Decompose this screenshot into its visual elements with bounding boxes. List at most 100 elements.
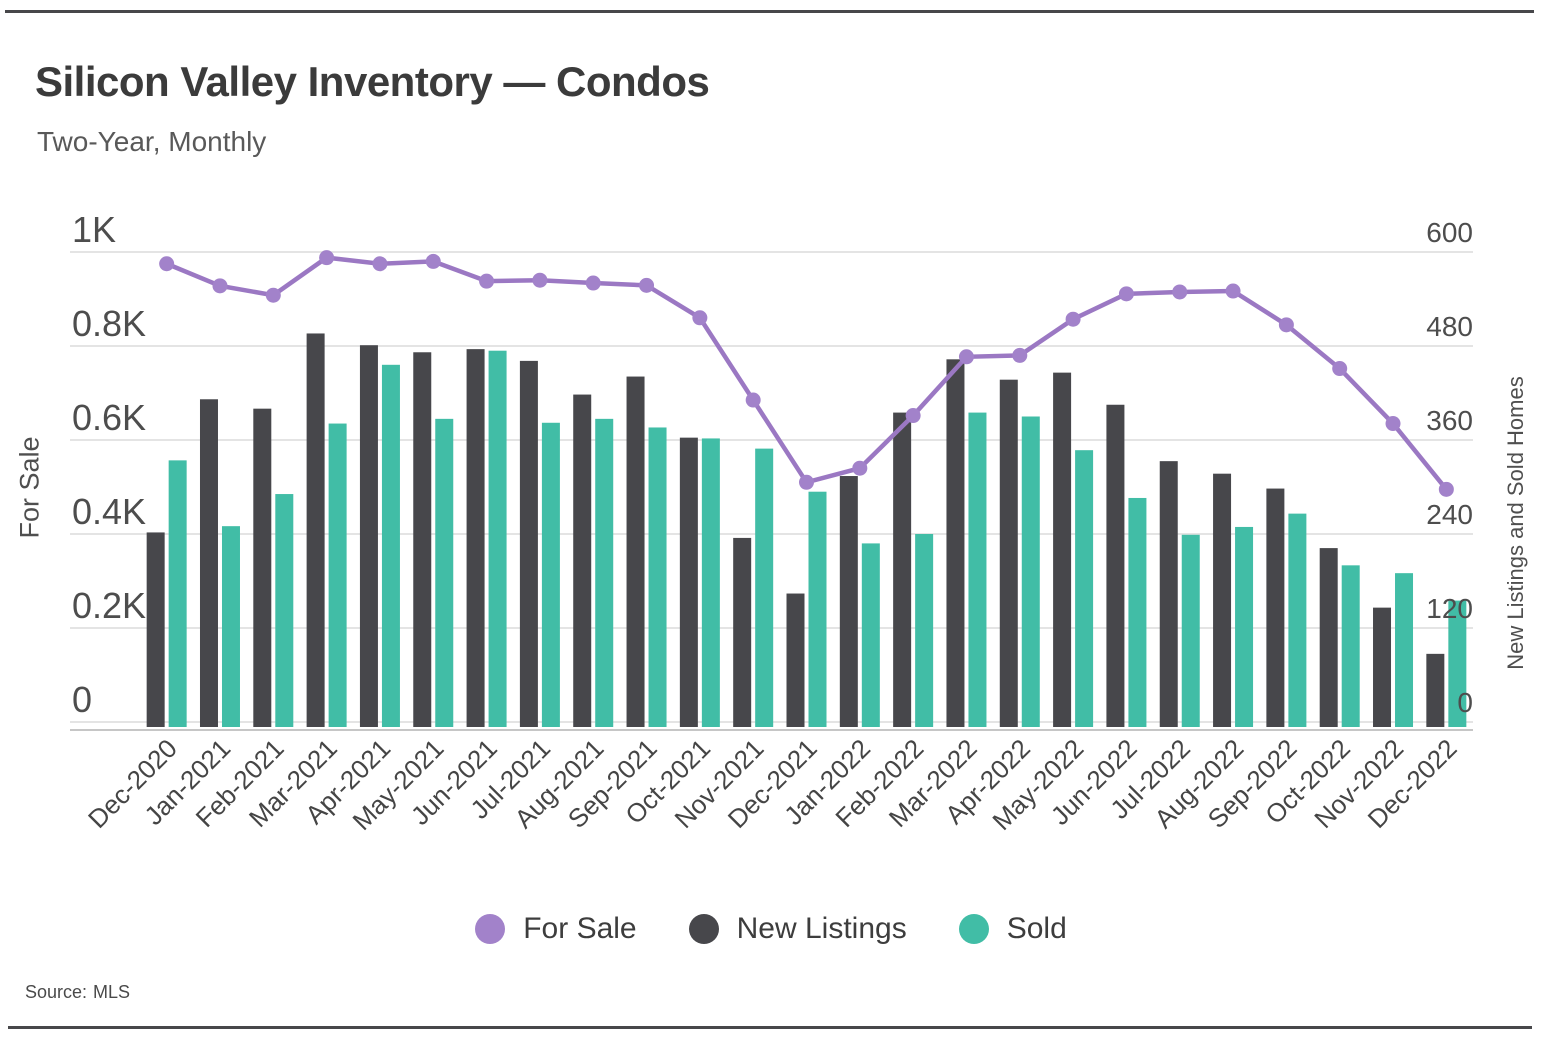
bar-sold-Dec-2022[interactable] (1448, 600, 1467, 727)
point-for-sale-Apr-2021[interactable] (372, 256, 388, 272)
bar-new-listings-Dec-2020[interactable] (146, 532, 165, 727)
point-for-sale-Jul-2021[interactable] (532, 272, 548, 288)
bar-sold-Jul-2021[interactable] (541, 422, 560, 727)
bar-sold-Mar-2022[interactable] (968, 412, 987, 727)
point-for-sale-May-2022[interactable] (1065, 311, 1081, 327)
left-axis-tick: 0 (72, 679, 92, 720)
bar-new-listings-Jan-2022[interactable] (839, 476, 858, 727)
bar-new-listings-Oct-2021[interactable] (679, 437, 698, 727)
point-for-sale-Jan-2022[interactable] (852, 460, 868, 476)
page-title: Silicon Valley Inventory — Condos (35, 58, 710, 105)
bar-new-listings-Dec-2021[interactable] (786, 593, 805, 727)
point-for-sale-Mar-2021[interactable] (319, 250, 335, 266)
left-axis-tick: 1K (72, 209, 116, 250)
point-for-sale-Sep-2021[interactable] (639, 277, 655, 293)
left-axis-tick: 0.4K (72, 491, 146, 532)
bar-new-listings-Oct-2022[interactable] (1319, 548, 1338, 727)
bar-new-listings-Jul-2021[interactable] (519, 360, 538, 727)
right-axis-tick: 240 (1426, 499, 1473, 530)
point-for-sale-Sep-2022[interactable] (1278, 317, 1294, 333)
point-for-sale-Dec-2020[interactable] (159, 256, 175, 272)
point-for-sale-Dec-2022[interactable] (1438, 481, 1454, 497)
bar-new-listings-Feb-2022[interactable] (893, 412, 912, 727)
point-for-sale-Jul-2022[interactable] (1172, 284, 1188, 300)
bar-sold-Oct-2021[interactable] (701, 438, 720, 727)
right-axis-tick: 480 (1426, 311, 1473, 342)
bar-sold-Aug-2022[interactable] (1235, 526, 1254, 727)
bar-sold-Jan-2022[interactable] (861, 543, 880, 727)
bar-sold-Aug-2021[interactable] (595, 418, 614, 727)
page-subtitle: Two-Year, Monthly (37, 126, 267, 157)
bar-new-listings-Nov-2022[interactable] (1373, 607, 1392, 727)
point-for-sale-Apr-2022[interactable] (1012, 347, 1028, 363)
legend-item-for-sale[interactable]: For Sale (475, 912, 637, 946)
bar-new-listings-May-2021[interactable] (413, 352, 432, 727)
sold-swatch-icon (958, 914, 989, 944)
bar-new-listings-Apr-2021[interactable] (359, 345, 378, 727)
bar-new-listings-Feb-2021[interactable] (253, 408, 272, 727)
bar-sold-Nov-2022[interactable] (1395, 573, 1414, 727)
legend-item-sold[interactable]: Sold (958, 912, 1067, 946)
source-label: Source: (25, 982, 88, 1002)
point-for-sale-Nov-2021[interactable] (745, 392, 761, 408)
bar-sold-Apr-2021[interactable] (381, 364, 400, 727)
bar-new-listings-Sep-2022[interactable] (1266, 488, 1285, 727)
bar-new-listings-Dec-2022[interactable] (1426, 653, 1445, 727)
bar-new-listings-Aug-2021[interactable] (573, 394, 592, 727)
source-value: MLS (93, 982, 131, 1002)
bar-new-listings-Mar-2021[interactable] (306, 333, 325, 727)
legend: For Sale New Listings Sold (0, 912, 1542, 946)
bar-sold-May-2022[interactable] (1075, 450, 1094, 727)
legend-label-for-sale: For Sale (523, 912, 637, 945)
bar-sold-Apr-2022[interactable] (1021, 416, 1040, 728)
bar-new-listings-Sep-2021[interactable] (626, 376, 645, 727)
new-listings-swatch-icon (688, 914, 719, 944)
point-for-sale-Oct-2021[interactable] (692, 310, 708, 326)
point-for-sale-Nov-2022[interactable] (1385, 416, 1401, 432)
bar-new-listings-Apr-2022[interactable] (999, 379, 1018, 727)
bar-sold-Jul-2022[interactable] (1181, 534, 1200, 727)
bar-sold-Mar-2021[interactable] (328, 423, 347, 727)
right-axis-tick: 0 (1457, 687, 1473, 718)
bar-new-listings-Jan-2021[interactable] (199, 399, 218, 727)
bar-sold-Dec-2020[interactable] (168, 460, 187, 727)
bar-sold-Dec-2021[interactable] (808, 491, 827, 727)
bar-sold-Jun-2021[interactable] (488, 350, 507, 727)
bar-sold-Jun-2022[interactable] (1128, 497, 1147, 727)
bar-new-listings-Nov-2021[interactable] (733, 537, 752, 727)
bar-new-listings-May-2022[interactable] (1053, 372, 1072, 727)
bar-sold-Jan-2021[interactable] (221, 526, 240, 727)
point-for-sale-Oct-2022[interactable] (1332, 361, 1348, 377)
top-rule (5, 10, 1534, 13)
point-for-sale-Aug-2021[interactable] (585, 275, 601, 291)
bar-new-listings-Jun-2022[interactable] (1106, 404, 1125, 727)
bar-sold-Nov-2021[interactable] (755, 448, 774, 727)
point-for-sale-Feb-2021[interactable] (265, 287, 281, 303)
bottom-rule (8, 1026, 1532, 1029)
point-for-sale-Mar-2022[interactable] (958, 349, 974, 365)
bar-sold-Feb-2022[interactable] (915, 534, 934, 727)
bar-sold-Sep-2022[interactable] (1288, 513, 1307, 727)
bar-sold-Feb-2021[interactable] (275, 494, 294, 727)
bar-new-listings-Aug-2022[interactable] (1213, 473, 1232, 727)
bar-sold-Sep-2021[interactable] (648, 427, 667, 727)
point-for-sale-Dec-2021[interactable] (799, 474, 814, 490)
bar-new-listings-Mar-2022[interactable] (946, 359, 965, 727)
for-sale-line (165, 255, 1449, 491)
point-for-sale-May-2021[interactable] (425, 253, 441, 269)
point-for-sale-Aug-2022[interactable] (1225, 283, 1241, 299)
point-for-sale-Feb-2022[interactable] (905, 408, 921, 424)
bar-sold-Oct-2022[interactable] (1341, 565, 1360, 727)
right-axis-tick: 600 (1426, 217, 1473, 248)
bar-sold-May-2021[interactable] (435, 418, 454, 727)
right-axis-tick: 360 (1426, 405, 1473, 436)
point-for-sale-Jun-2021[interactable] (479, 273, 495, 289)
bar-new-listings-Jul-2022[interactable] (1159, 461, 1178, 727)
legend-item-new-listings[interactable]: New Listings (688, 912, 907, 946)
left-axis-tick: 0.8K (72, 303, 146, 344)
bar-new-listings-Jun-2021[interactable] (466, 349, 485, 727)
point-for-sale-Jan-2021[interactable] (212, 278, 228, 294)
point-for-sale-Jun-2022[interactable] (1118, 286, 1134, 302)
right-axis-tick: 120 (1426, 593, 1473, 624)
